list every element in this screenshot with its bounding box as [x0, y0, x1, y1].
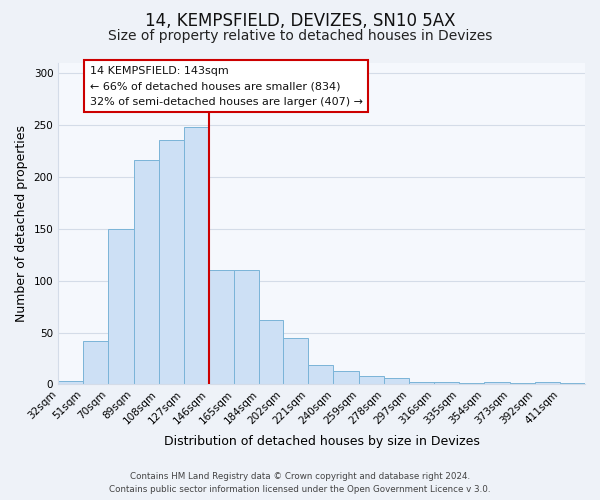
Text: Size of property relative to detached houses in Devizes: Size of property relative to detached ho…: [108, 29, 492, 43]
Bar: [434, 382, 459, 384]
Bar: [359, 376, 384, 384]
Bar: [109, 228, 134, 384]
Bar: [58, 382, 83, 384]
Bar: [484, 382, 509, 384]
Bar: [535, 382, 560, 384]
Bar: [308, 364, 334, 384]
Bar: [134, 160, 159, 384]
Bar: [83, 341, 109, 384]
Text: 14 KEMPSFIELD: 143sqm
← 66% of detached houses are smaller (834)
32% of semi-det: 14 KEMPSFIELD: 143sqm ← 66% of detached …: [90, 66, 363, 107]
Bar: [384, 378, 409, 384]
Text: 14, KEMPSFIELD, DEVIZES, SN10 5AX: 14, KEMPSFIELD, DEVIZES, SN10 5AX: [145, 12, 455, 30]
X-axis label: Distribution of detached houses by size in Devizes: Distribution of detached houses by size …: [164, 434, 479, 448]
Bar: [234, 270, 259, 384]
Bar: [159, 140, 184, 384]
Bar: [409, 382, 434, 384]
Y-axis label: Number of detached properties: Number of detached properties: [15, 125, 28, 322]
Bar: [283, 338, 308, 384]
Bar: [259, 320, 283, 384]
Bar: [209, 270, 234, 384]
Text: Contains HM Land Registry data © Crown copyright and database right 2024.
Contai: Contains HM Land Registry data © Crown c…: [109, 472, 491, 494]
Bar: [334, 371, 359, 384]
Bar: [184, 127, 209, 384]
